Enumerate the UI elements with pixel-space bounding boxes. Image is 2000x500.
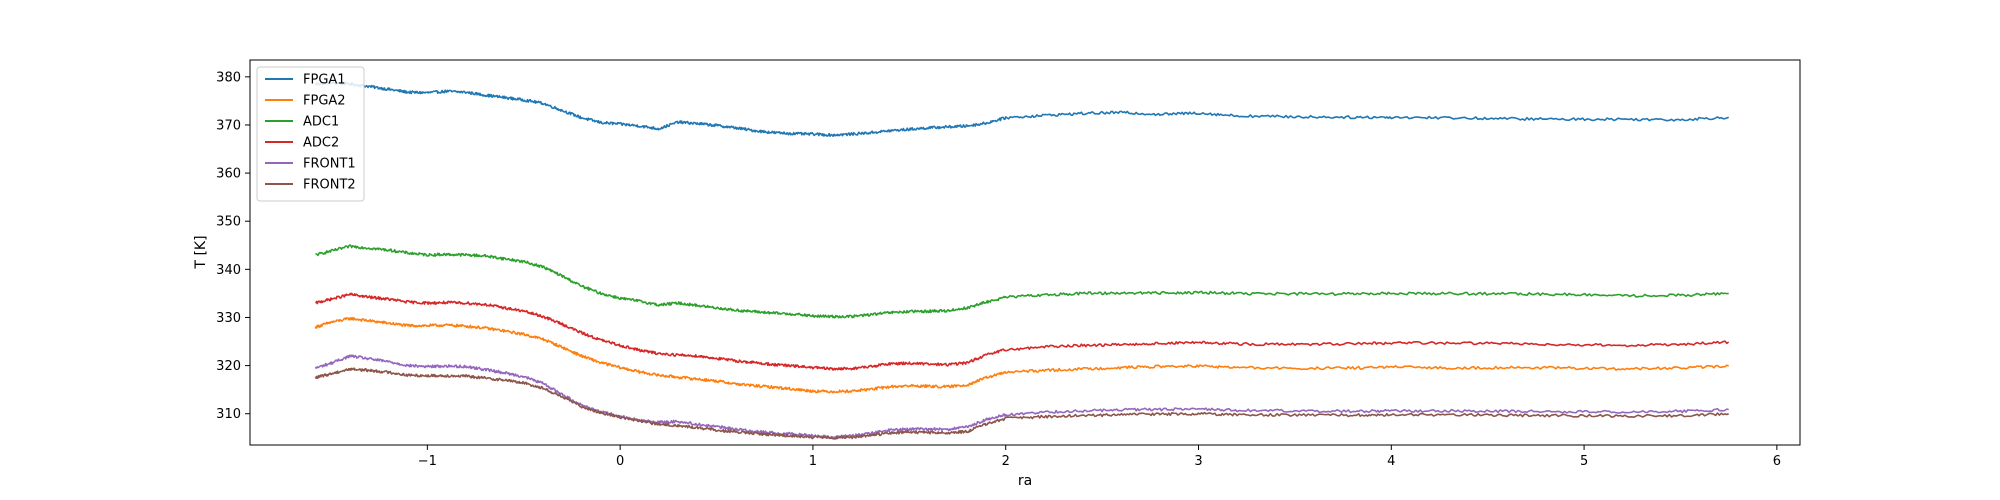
- series-line-adc2: [315, 292, 1730, 371]
- x-tick-label: 3: [1194, 454, 1202, 469]
- legend-entry-adc1: ADC1: [303, 115, 339, 130]
- x-tick-label: 2: [1002, 454, 1010, 469]
- x-tick-label: 6: [1773, 454, 1781, 469]
- x-tick-label: −1: [418, 454, 437, 469]
- series-line-front1: [314, 354, 1729, 439]
- y-tick-label: 320: [216, 359, 241, 374]
- x-axis: −1 0 1 2 3 4 5 6: [418, 445, 1781, 469]
- y-axis-label: T [K]: [193, 235, 209, 269]
- legend-entry-front2: FRONT2: [303, 178, 356, 193]
- legend-entry-fpga1: FPGA1: [303, 73, 346, 88]
- x-tick-label: 0: [616, 454, 624, 469]
- legend-entry-fpga2: FPGA2: [303, 94, 346, 109]
- y-tick-label: 380: [216, 70, 241, 85]
- legend-entry-front1: FRONT1: [303, 157, 356, 172]
- y-tick-label: 340: [216, 263, 241, 278]
- x-tick-label: 1: [809, 454, 817, 469]
- legend-entry-adc2: ADC2: [303, 136, 339, 151]
- plot-area: [250, 60, 1800, 445]
- y-tick-label: 330: [216, 311, 241, 326]
- series-line-adc1: [315, 244, 1729, 319]
- series-layer: [314, 80, 1730, 440]
- series-line-fpga1: [314, 80, 1729, 138]
- x-tick-label: 4: [1387, 454, 1395, 469]
- x-tick-label: 5: [1580, 454, 1588, 469]
- y-tick-label: 310: [216, 407, 241, 422]
- series-line-front2: [314, 367, 1730, 440]
- series-line-fpga2: [314, 316, 1730, 394]
- y-tick-label: 370: [216, 118, 241, 133]
- y-tick-label: 350: [216, 215, 241, 230]
- y-axis: 310 320 330 340 350 360 370 380: [216, 70, 250, 422]
- x-axis-label: ra: [1018, 473, 1032, 489]
- y-tick-label: 360: [216, 167, 241, 182]
- legend: FPGA1 FPGA2 ADC1 ADC2 FRONT1 FRONT2: [256, 66, 365, 202]
- plot-frame: [249, 59, 1801, 446]
